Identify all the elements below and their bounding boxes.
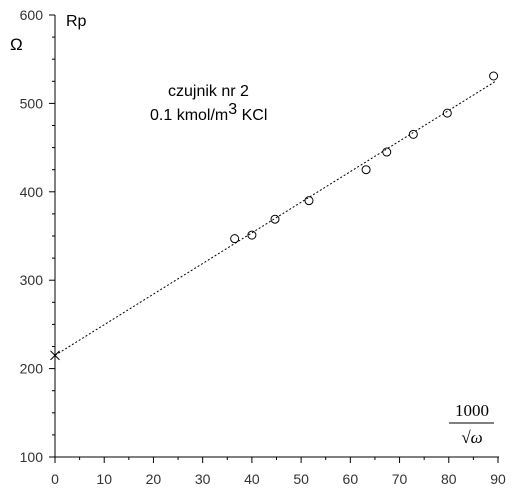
y-tick-label: 300 (20, 272, 44, 288)
data-point (408, 129, 418, 139)
x-tick-label: 90 (490, 471, 506, 487)
x-tick-label: 0 (51, 471, 59, 487)
x-tick-label: 10 (96, 471, 112, 487)
data-point (247, 230, 257, 240)
tick-labels: 0 10 20 30 40 50 60 70 80 90 100 200 300 400 500 600 (20, 7, 506, 487)
y-tick-label: 500 (20, 95, 44, 111)
y-axis-unit: Ω (10, 35, 23, 54)
intercept-point (50, 350, 60, 361)
data-point (304, 196, 314, 206)
annotation-line-2-sup: 3 (228, 101, 237, 118)
tick-marks (49, 14, 499, 463)
x-tick-label: 30 (195, 471, 211, 487)
x-axis-label-denominator: √ω (461, 428, 482, 447)
annotation-line-2: 0.1 kmol/m3 KCl (150, 101, 267, 124)
data-point (382, 147, 392, 157)
axes (54, 15, 499, 458)
fit-line (54, 80, 496, 356)
annotation-line-2-suffix: KCl (237, 107, 267, 124)
y-tick-label: 400 (20, 184, 44, 200)
x-axis-label-numerator: 1000 (455, 401, 489, 420)
x-tick-label: 80 (441, 471, 457, 487)
data-point (270, 214, 280, 224)
x-tick-label: 60 (343, 471, 359, 487)
y-axis-name: Rp (66, 13, 87, 30)
y-tick-label: 100 (20, 449, 44, 465)
data-point (230, 234, 240, 244)
data-point (442, 108, 452, 118)
annotation-line-2-prefix: 0.1 kmol/m (150, 107, 228, 124)
x-tick-label: 50 (293, 471, 309, 487)
annotation-line-1: czujnik nr 2 (168, 83, 249, 100)
data-point (361, 165, 371, 175)
data-point (489, 71, 499, 81)
x-tick-label: 70 (392, 471, 408, 487)
x-tick-label: 20 (146, 471, 162, 487)
y-tick-label: 600 (20, 7, 44, 23)
y-tick-label: 200 (20, 361, 44, 377)
x-tick-label: 40 (244, 471, 260, 487)
data-points (50, 71, 499, 361)
